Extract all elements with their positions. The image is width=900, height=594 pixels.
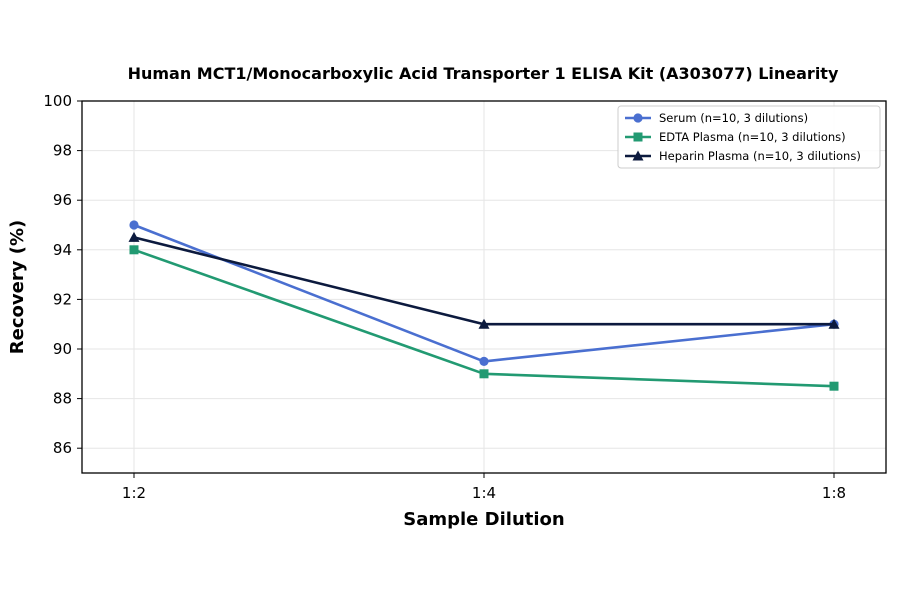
x-tick-label: 1:2 [122,484,146,502]
legend-swatch-marker [632,150,644,161]
legend-swatch-marker [633,113,643,123]
series-3 [128,231,840,329]
y-tick-label: 92 [53,290,72,308]
legend-label: Serum (n=10, 3 dilutions) [659,111,808,125]
grid [82,101,886,473]
y-tick-label: 88 [53,390,72,408]
y-tick-label: 96 [53,191,72,209]
y-tick-label: 100 [43,92,72,110]
data-point [129,220,139,230]
y-tick-label: 86 [53,439,72,457]
legend: Serum (n=10, 3 dilutions) EDTA Plasma (n=… [617,105,881,169]
data-point [129,245,139,255]
x-axis-label: Sample Dilution [403,509,564,530]
series-1 [129,220,839,366]
legend-swatch-marker [633,132,643,142]
axis-ticks: 86 88 90 92 94 96 98 100 1:2 1:4 1:8 [43,92,846,502]
legend-box [617,105,881,169]
x-tick-label: 1:8 [822,484,846,502]
data-point [828,318,840,329]
data-point [829,381,839,391]
chart-title: Human MCT1/Monocarboxylic Acid Transport… [128,64,839,83]
y-tick-label: 98 [53,142,72,160]
legend-label: EDTA Plasma (n=10, 3 dilutions) [659,130,846,144]
y-tick-label: 90 [53,340,72,358]
data-point [479,356,489,366]
series-2 [129,245,839,391]
series-layer [128,220,840,391]
data-point [478,318,490,329]
legend-label: Heparin Plasma (n=10, 3 dilutions) [659,149,861,163]
y-axis-label: Recovery (%) [7,220,28,354]
data-point [479,369,489,379]
y-tick-label: 94 [53,241,72,259]
data-point [128,231,140,242]
x-tick-label: 1:4 [472,484,496,502]
